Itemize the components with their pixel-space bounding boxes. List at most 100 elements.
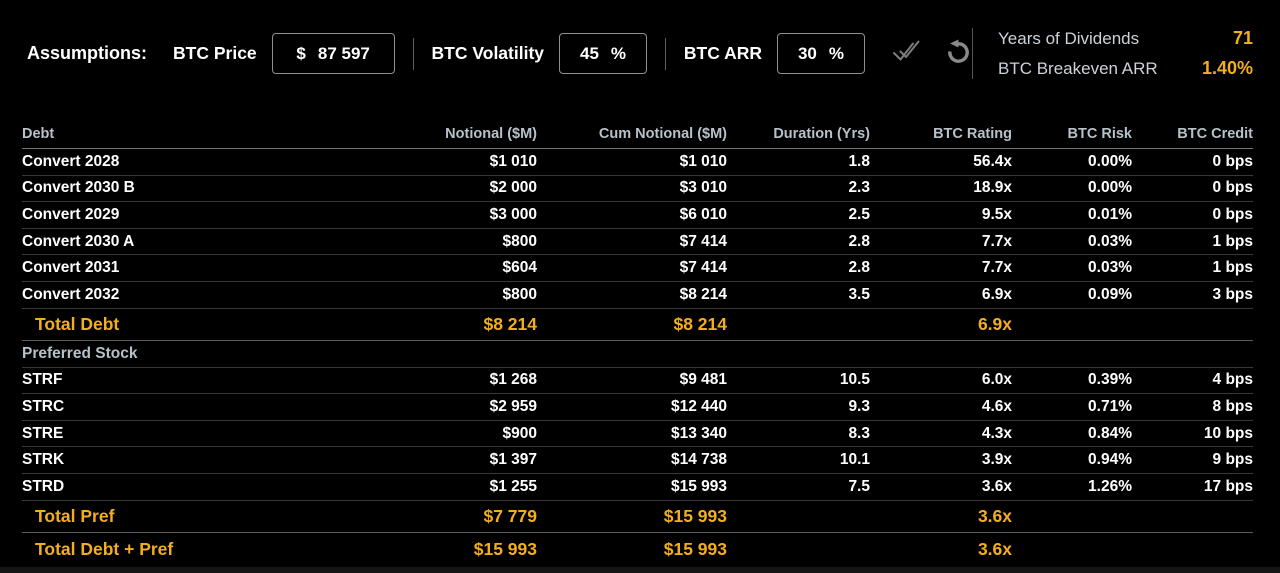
table-row: STRE $900 $13 340 8.3 4.3x 0.84% 10 bps xyxy=(22,421,1253,448)
currency-prefix: $ xyxy=(296,43,306,63)
table-cell: 0.09% xyxy=(1088,285,1132,303)
table-cell: $15 993 xyxy=(663,505,727,526)
btc-arr-label: BTC ARR xyxy=(683,43,762,63)
btc-volatility-field-group: BTC Volatility 45 % xyxy=(431,33,648,74)
reset-icon xyxy=(945,39,972,69)
table-cell: STRK xyxy=(22,451,65,469)
table-cell: 3.6x xyxy=(977,505,1012,526)
btc-price-label: BTC Price xyxy=(173,43,257,63)
table-cell: 8 bps xyxy=(1212,397,1253,415)
table-cell: $2 000 xyxy=(489,179,537,197)
btc-volatility-value: 45 xyxy=(579,43,599,63)
reset-button[interactable] xyxy=(945,39,972,69)
table-cell: 2.8 xyxy=(848,259,870,277)
table-cell: Total Debt xyxy=(35,313,120,334)
table-cell: 8.3 xyxy=(848,424,870,442)
table-cell: 0.00% xyxy=(1088,152,1132,170)
table-cell: 3.6x xyxy=(977,538,1012,559)
table-cell: $15 993 xyxy=(670,477,727,495)
btc-breakeven-arr-row: BTC Breakeven ARR 1.40% xyxy=(998,58,1253,79)
column-header: Notional ($M) xyxy=(445,126,537,142)
table-row: Convert 2028 $1 010 $1 010 1.8 56.4x 0.00% 0 b… xyxy=(22,149,1253,176)
btc-volatility-label: BTC Volatility xyxy=(431,43,545,63)
table-cell: $800 xyxy=(502,232,537,250)
btc-breakeven-arr-label: BTC Breakeven ARR xyxy=(998,59,1158,78)
table-cell: 56.4x xyxy=(973,152,1012,170)
table-body: Convert 2028 $1 010 $1 010 1.8 56.4x 0.00% 0 b… xyxy=(22,149,1253,566)
table-cell: 0.84% xyxy=(1088,424,1132,442)
total-row: Total Debt + Pref $15 993 $15 993 3.6x xyxy=(22,533,1253,566)
table-cell: 4 bps xyxy=(1212,371,1253,389)
total-row: Total Debt $8 214 $8 214 6.9x xyxy=(22,309,1253,341)
table-cell: $1 268 xyxy=(489,371,537,389)
table-cell: 7.7x xyxy=(981,259,1012,277)
table-cell: 0.01% xyxy=(1088,205,1132,223)
summary-panel: Years of Dividends 71 BTC Breakeven ARR … xyxy=(972,28,1253,79)
table-cell: $15 993 xyxy=(663,538,727,559)
years-of-dividends-value: 71 xyxy=(1232,28,1253,48)
btc-price-value: 87 597 xyxy=(317,43,370,63)
table-cell: $3 010 xyxy=(679,179,727,197)
btc-volatility-input[interactable]: 45 % xyxy=(559,33,648,74)
table-cell: 4.6x xyxy=(981,397,1012,415)
double-check-icon xyxy=(891,40,923,67)
table-row: Convert 2032 $800 $8 214 3.5 6.9x 0.09% 3 bps xyxy=(22,282,1253,309)
table-cell: Convert 2029 xyxy=(22,205,120,223)
table-cell: 4.3x xyxy=(981,424,1012,442)
btc-price-input[interactable]: $ 87 597 xyxy=(271,33,395,74)
column-header: BTC Risk xyxy=(1067,126,1132,142)
table-cell: $6 010 xyxy=(679,205,727,223)
table-cell: $800 xyxy=(502,285,537,303)
apply-button[interactable] xyxy=(891,40,923,67)
table-cell: 17 bps xyxy=(1203,477,1253,495)
years-of-dividends-label: Years of Dividends xyxy=(998,29,1140,48)
table-cell: $604 xyxy=(502,259,537,277)
table-cell: 7.5 xyxy=(848,477,870,495)
table-cell: $8 214 xyxy=(673,313,727,334)
table-cell: Preferred Stock xyxy=(22,344,138,362)
table-cell: 1.8 xyxy=(848,152,870,170)
btc-arr-value: 30 xyxy=(797,43,817,63)
percent-suffix: % xyxy=(828,43,845,63)
table-row: STRF $1 268 $9 481 10.5 6.0x 0.39% 4 bps xyxy=(22,368,1253,395)
table-cell: $9 481 xyxy=(679,371,727,389)
table-cell: 9.5x xyxy=(981,205,1012,223)
btc-arr-input[interactable]: 30 % xyxy=(777,33,865,74)
table-cell: 3.9x xyxy=(981,451,1012,469)
table-row: STRC $2 959 $12 440 9.3 4.6x 0.71% 8 bps xyxy=(22,394,1253,421)
table-cell: 0 bps xyxy=(1212,179,1253,197)
table-cell: 6.0x xyxy=(981,371,1012,389)
table-cell: 0.03% xyxy=(1088,232,1132,250)
table-cell: 0.71% xyxy=(1088,397,1132,415)
table-cell: 2.8 xyxy=(848,232,870,250)
table-row: STRD $1 255 $15 993 7.5 3.6x 1.26% 17 bps xyxy=(22,474,1253,501)
debt-table: Debt Notional ($M) Cum Notional ($M) Durati… xyxy=(22,120,1253,566)
btc-price-field-group: BTC Price $ 87 597 xyxy=(173,33,395,74)
table-row: Convert 2030 A $800 $7 414 2.8 7.7x 0.03% 1 bp… xyxy=(22,229,1253,256)
card-bottom-edge xyxy=(0,567,1280,573)
table-cell: STRF xyxy=(22,371,63,389)
table-cell: STRD xyxy=(22,477,65,495)
column-header: Debt xyxy=(22,126,55,142)
table-cell: $1 397 xyxy=(489,451,537,469)
table-cell: $7 779 xyxy=(483,505,537,526)
table-cell: $13 340 xyxy=(670,424,727,442)
table-cell: $1 255 xyxy=(489,477,537,495)
table-cell: $3 000 xyxy=(489,205,537,223)
table-cell: 2.3 xyxy=(848,179,870,197)
table-cell: $8 214 xyxy=(483,313,537,334)
btc-breakeven-arr-value: 1.40% xyxy=(1201,58,1253,78)
table-row: Convert 2031 $604 $7 414 2.8 7.7x 0.03% 1 bps xyxy=(22,255,1253,282)
table-cell: $900 xyxy=(502,424,537,442)
table-cell: $7 414 xyxy=(679,259,727,277)
table-cell: 0.03% xyxy=(1088,259,1132,277)
table-cell: $1 010 xyxy=(679,152,727,170)
table-cell: 0.94% xyxy=(1088,451,1132,469)
btc-arr-field-group: BTC ARR 30 % xyxy=(684,33,865,74)
table-cell: 3.5 xyxy=(848,285,870,303)
table-cell: 9.3 xyxy=(848,397,870,415)
table-cell: Convert 2028 xyxy=(22,152,120,170)
column-header: Duration (Yrs) xyxy=(773,126,870,142)
table-cell: $15 993 xyxy=(473,538,537,559)
table-cell: 0.39% xyxy=(1088,371,1132,389)
